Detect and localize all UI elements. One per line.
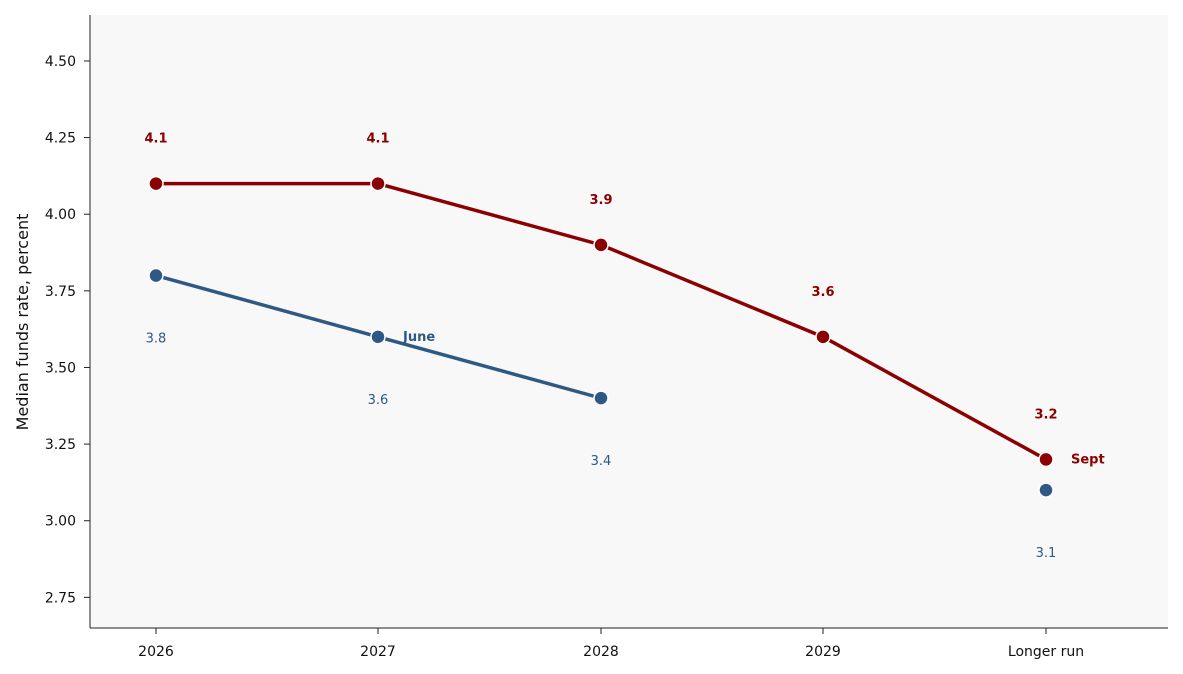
y-tick-label: 3.75 (45, 284, 76, 300)
series-name-label-june: June (402, 330, 435, 345)
data-point-sept (593, 237, 609, 253)
data-label-sept: 3.6 (811, 285, 834, 300)
y-tick-label: 4.00 (45, 207, 76, 223)
y-axis-title: Median funds rate, percent (13, 214, 32, 431)
data-point-june (1038, 482, 1054, 498)
data-point-june (593, 390, 609, 406)
data-label-sept: 3.9 (589, 193, 612, 208)
data-point-sept (148, 175, 164, 192)
y-tick-label: 2.75 (45, 590, 76, 606)
y-tick-label: 3.00 (45, 514, 76, 530)
y-tick-label: 3.50 (45, 360, 76, 376)
x-tick-label: 2026 (138, 644, 174, 660)
data-point-sept (1038, 451, 1054, 468)
x-tick-label: Longer run (1008, 644, 1084, 660)
data-label-june: 3.6 (368, 393, 389, 408)
data-label-sept: 4.1 (144, 132, 167, 147)
x-tick-label: 2027 (360, 644, 396, 660)
data-label-june: 3.1 (1036, 546, 1057, 561)
data-point-sept (815, 329, 831, 345)
data-point-sept (370, 175, 386, 192)
data-label-sept: 4.1 (366, 132, 389, 147)
plot-background (90, 15, 1168, 628)
data-label-sept: 3.2 (1034, 407, 1057, 422)
x-tick-label: 2029 (805, 644, 841, 660)
series-name-label-sept: Sept (1071, 452, 1105, 467)
data-label-june: 3.8 (146, 332, 167, 347)
x-tick-label: 2028 (583, 644, 619, 660)
y-tick-label: 4.50 (45, 54, 76, 70)
data-point-june (148, 267, 164, 284)
y-tick-label: 3.25 (45, 437, 76, 453)
data-point-june (370, 329, 386, 345)
y-tick-label: 4.25 (45, 131, 76, 147)
data-label-june: 3.4 (591, 454, 612, 469)
